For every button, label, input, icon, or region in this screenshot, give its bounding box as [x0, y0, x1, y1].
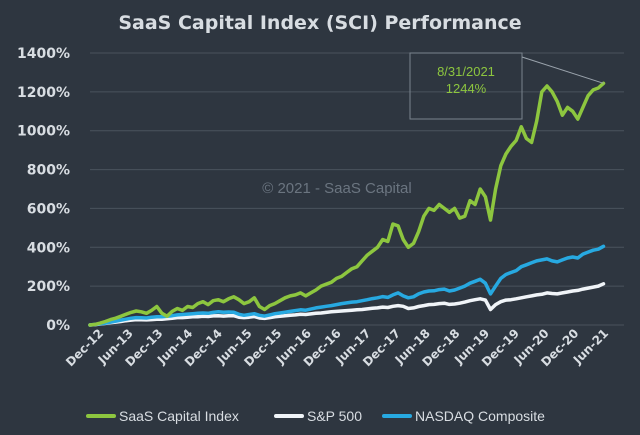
legend-label-nasdaq-composite: NASDAQ Composite [415, 408, 545, 424]
annotation-callout: 8/31/2021 1244% [409, 52, 604, 120]
series-line-s-p-500 [88, 282, 606, 327]
annotation-value: 1244% [446, 81, 487, 96]
y-tick-label: 200% [27, 279, 70, 295]
y-tick-label: 600% [27, 201, 70, 217]
annotation-box [409, 52, 523, 120]
y-tick-label: 1400% [17, 46, 70, 62]
annotation-leader-line [521, 56, 604, 84]
series-lines [88, 81, 606, 327]
chart-title: SaaS Capital Index (SCI) Performance [118, 12, 521, 34]
legend-label-saas-capital-index: SaaS Capital Index [119, 408, 239, 424]
y-axis: 0% 200% 400% 600% 800% 1000% 1200% 1400% [17, 46, 70, 334]
series-line-nasdaq-composite [88, 244, 606, 327]
legend-label-s-p-500: S&P 500 [307, 408, 362, 424]
y-tick-label: 1000% [17, 124, 70, 140]
legend: SaaS Capital Index S&P 500 NASDAQ Composit… [86, 408, 545, 424]
y-tick-label: 800% [27, 163, 70, 179]
y-tick-label: 1200% [17, 85, 70, 101]
annotation-date: 8/31/2021 [437, 64, 495, 79]
series-line-saas-capital-index [88, 81, 606, 327]
gridlines [90, 52, 624, 326]
y-tick-label: 0% [46, 318, 70, 334]
y-tick-label: 400% [27, 240, 70, 256]
watermark: © 2021 - SaaS Capital [262, 180, 411, 197]
